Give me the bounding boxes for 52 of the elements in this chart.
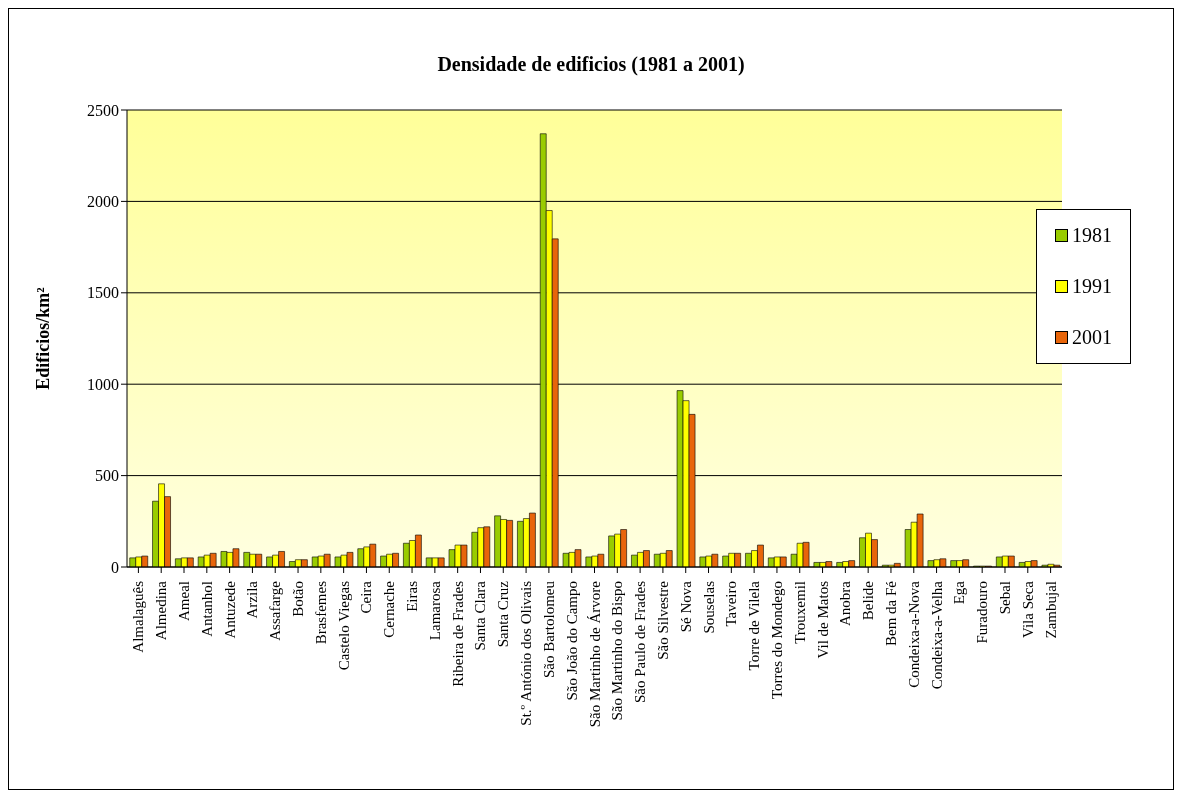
y-axis-title: Edificios/km² xyxy=(33,287,54,390)
x-tick-label: Castelo Viegas xyxy=(335,580,352,671)
x-tick-label: Antanhol xyxy=(198,581,215,637)
x-tick-label: Zambujal xyxy=(1042,581,1059,639)
x-tick-label: Sebal xyxy=(996,581,1013,615)
x-tick-label: Cernache xyxy=(381,580,398,638)
x-tick-label: Souselas xyxy=(700,580,717,634)
x-tick-label: Torres do Mondego xyxy=(768,581,785,700)
x-tick-label: São Bartolomeu xyxy=(540,580,557,679)
x-tick-label: Lamarosa xyxy=(426,580,443,641)
y-tick-label: 2500 xyxy=(87,101,119,119)
x-tick-label: Ega xyxy=(951,580,968,605)
x-tick-label: Anobra xyxy=(837,580,854,626)
x-tick-label: Vila Seca xyxy=(1019,580,1036,638)
x-tick-label: Botão xyxy=(290,581,307,617)
x-tick-label: São Martinho de Árvore xyxy=(586,580,603,728)
x-tick-label: Ameal xyxy=(176,581,193,621)
x-tick-label: Ribeira de Frades xyxy=(449,580,466,687)
x-tick-label: Vil de Matos xyxy=(814,580,831,659)
x-tick-label: Eiras xyxy=(404,580,421,612)
y-tick-label: 1000 xyxy=(87,375,119,393)
legend-label: 2001 xyxy=(1071,326,1112,349)
x-tick-label: Ceira xyxy=(358,580,375,614)
x-tick-label: Brasfemes xyxy=(312,580,329,645)
x-tick-label: Santa Clara xyxy=(472,580,489,651)
chart-title: Densidade de edificios (1981 a 2001) xyxy=(436,53,746,76)
x-tick-label: Antuzede xyxy=(221,580,238,639)
x-tick-label: Arzila xyxy=(244,580,261,619)
x-tick-label: Torre de Vilela xyxy=(746,580,763,671)
x-tick-label: Belide xyxy=(860,580,877,621)
x-tick-label: Santa Cruz xyxy=(495,580,512,648)
y-tick-label: 1500 xyxy=(87,284,119,302)
x-tick-label: Bem da Fé xyxy=(882,580,899,646)
y-tick-label: 0 xyxy=(111,558,119,576)
x-tick-label: Sé Nova xyxy=(677,580,694,633)
x-tick-label: Condeixa-a-Velha xyxy=(928,580,945,690)
x-tick-label: Furadouro xyxy=(974,581,991,644)
y-tick-label: 2000 xyxy=(87,193,119,211)
x-tick-label: Assafarge xyxy=(267,580,284,641)
x-tick-label: São Paulo de Frades xyxy=(632,580,649,704)
x-tick-label: Condeixa-a-Nova xyxy=(905,580,922,688)
x-tick-label: Almalaguês xyxy=(130,580,147,653)
x-tick-label: São Martinho do Bispo xyxy=(609,581,626,721)
y-tick-label: 500 xyxy=(95,467,119,485)
x-tick-label: São João do Campo xyxy=(563,581,580,701)
x-tick-label: São Silvestre xyxy=(654,580,671,660)
legend-label: 1991 xyxy=(1071,275,1112,298)
x-tick-label: Almedina xyxy=(153,580,170,641)
x-tick-label: St.º António dos Olivais xyxy=(518,580,535,726)
legend-label: 1981 xyxy=(1071,224,1112,247)
x-tick-label: Trouxemil xyxy=(791,581,808,644)
x-tick-label: Taveiro xyxy=(723,581,740,627)
